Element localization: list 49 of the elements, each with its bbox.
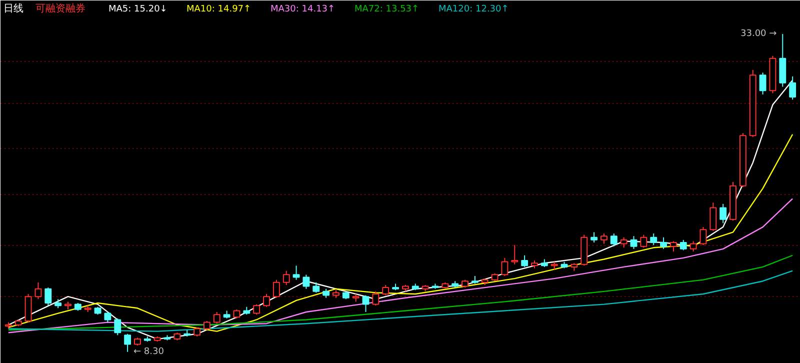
- candlestick: [759, 72, 766, 95]
- annotation: 日线: [4, 2, 24, 14]
- candlestick: [630, 236, 638, 250]
- candlestick: [203, 320, 210, 331]
- candlestick: [54, 298, 62, 309]
- candlestick: [253, 304, 260, 316]
- text: MA72: 13.53↑: [354, 4, 420, 14]
- candlestick: [282, 270, 290, 286]
- candlestick: [640, 234, 648, 248]
- text: MA10: 14.97↑: [186, 4, 252, 14]
- candlestick: [104, 312, 112, 323]
- candlestick: [362, 294, 370, 313]
- candlestick: [511, 244, 518, 265]
- annotation: ← 8.30: [134, 346, 164, 357]
- candlestick: [44, 287, 52, 306]
- candlestick: [194, 326, 201, 337]
- candlestick: [670, 240, 677, 252]
- candlestick: [590, 232, 598, 243]
- candlestick: [620, 236, 628, 248]
- candlestick: [720, 203, 727, 224]
- candlestick: [233, 308, 240, 319]
- candlestick: [789, 76, 796, 100]
- candlestick: [372, 290, 380, 306]
- candlestick: [650, 232, 658, 246]
- annotation: 33.00 →: [740, 28, 778, 39]
- candlestick: [312, 282, 320, 294]
- candlestick: [690, 240, 697, 252]
- candlestick: [600, 232, 608, 244]
- candlestick: [710, 202, 717, 232]
- candlestick: [292, 265, 300, 280]
- candlestick: [263, 293, 270, 308]
- candlestick: [680, 239, 687, 251]
- candlestick: [34, 282, 42, 300]
- annotation: 可融资融券: [36, 2, 86, 14]
- candlestick: [610, 232, 618, 247]
- candlestick: [700, 226, 707, 246]
- text: MA30: 14.13↑: [270, 4, 336, 14]
- candlestick: [213, 312, 220, 324]
- candlestick: [322, 288, 330, 298]
- candlestick: [124, 333, 132, 352]
- candlestick: [272, 279, 280, 298]
- candlestick: [521, 254, 528, 268]
- candlestick: [382, 284, 390, 296]
- candlestick: [114, 318, 122, 336]
- text: MA120: 12.30↑: [438, 4, 509, 14]
- candlestick: [302, 274, 310, 290]
- candlestick: [660, 236, 668, 250]
- text: MA5: 15.20↓: [108, 4, 168, 14]
- candlestick: [501, 257, 508, 276]
